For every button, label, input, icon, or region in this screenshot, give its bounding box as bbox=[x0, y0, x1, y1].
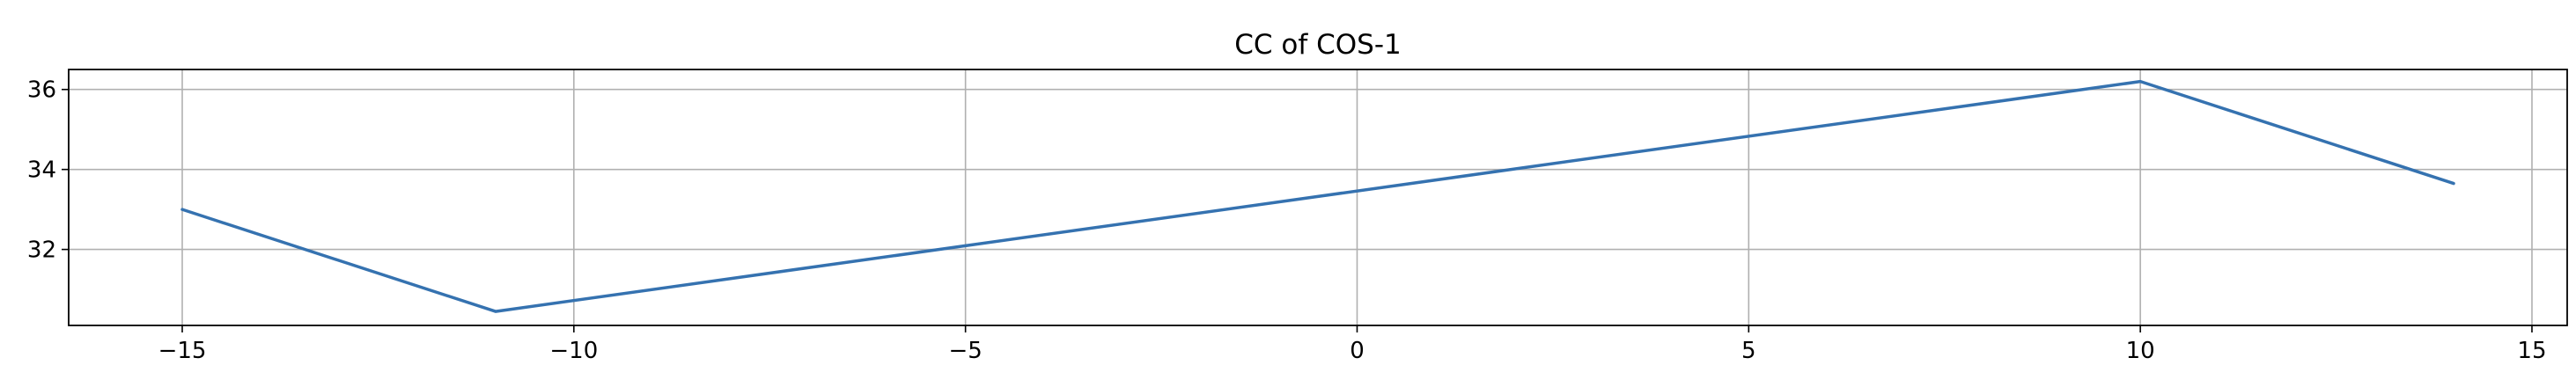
x-tick-label: 5 bbox=[1741, 338, 1756, 364]
plot-frame bbox=[68, 69, 2568, 326]
y-tick-label: 34 bbox=[27, 157, 56, 184]
y-tick-label: 32 bbox=[27, 237, 56, 264]
x-tick-label: −5 bbox=[948, 338, 982, 364]
x-tick-label: 10 bbox=[2126, 338, 2155, 364]
tick-marks: −15 −10 −5 0 5 10 15 32 34 36 bbox=[27, 77, 2547, 364]
chart-title: CC of COS-1 bbox=[1234, 29, 1402, 61]
grid-lines bbox=[69, 69, 2567, 325]
series-layer bbox=[180, 79, 2455, 313]
x-tick-label: 15 bbox=[2517, 338, 2546, 364]
axes bbox=[68, 69, 2568, 326]
y-tick-label: 36 bbox=[27, 77, 56, 104]
series-line bbox=[180, 79, 2455, 313]
x-tick-label: −10 bbox=[549, 338, 598, 364]
x-tick-label: −15 bbox=[158, 338, 207, 364]
x-tick-label: 0 bbox=[1350, 338, 1365, 364]
